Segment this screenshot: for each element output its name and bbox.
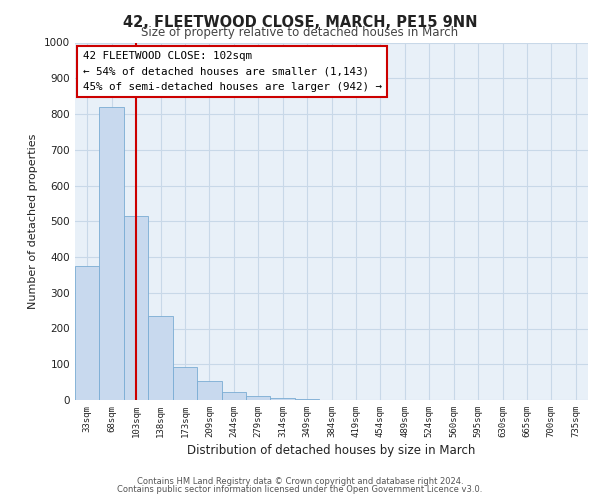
Bar [246,396,271,400]
Bar [197,382,221,400]
Bar [75,266,100,400]
Text: 42, FLEETWOOD CLOSE, MARCH, PE15 9NN: 42, FLEETWOOD CLOSE, MARCH, PE15 9NN [123,15,477,30]
Bar [124,216,148,400]
Text: Size of property relative to detached houses in March: Size of property relative to detached ho… [142,26,458,39]
Bar [100,107,124,400]
Text: 42 FLEETWOOD CLOSE: 102sqm
← 54% of detached houses are smaller (1,143)
45% of s: 42 FLEETWOOD CLOSE: 102sqm ← 54% of deta… [83,52,382,92]
Bar [295,399,319,400]
Text: Contains public sector information licensed under the Open Government Licence v3: Contains public sector information licen… [118,484,482,494]
Bar [221,392,246,400]
Y-axis label: Number of detached properties: Number of detached properties [28,134,38,309]
Text: Contains HM Land Registry data © Crown copyright and database right 2024.: Contains HM Land Registry data © Crown c… [137,477,463,486]
Bar [271,398,295,400]
X-axis label: Distribution of detached houses by size in March: Distribution of detached houses by size … [187,444,476,457]
Bar [148,316,173,400]
Bar [173,367,197,400]
